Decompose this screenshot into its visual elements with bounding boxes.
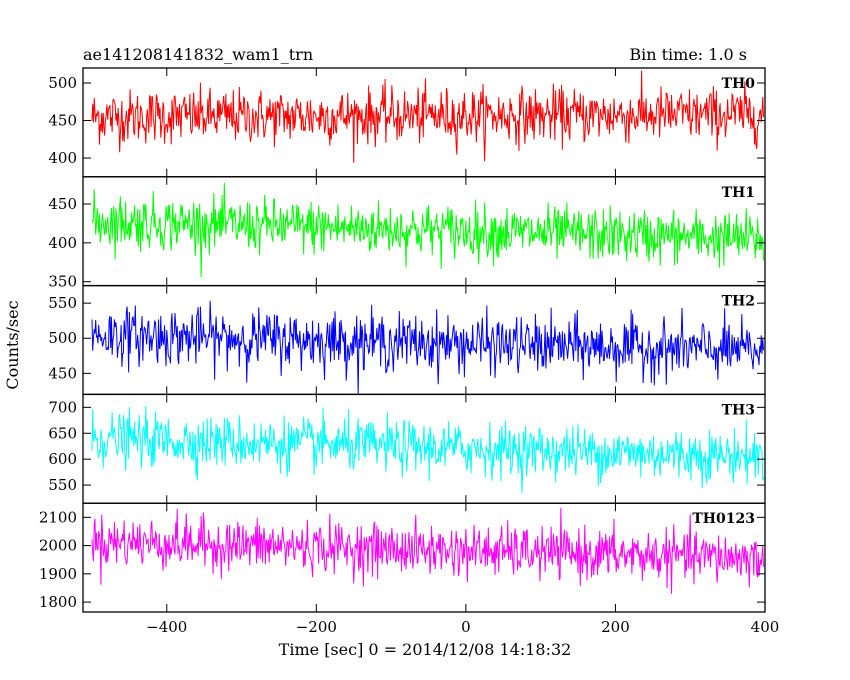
y-tick-label: 450	[48, 195, 77, 213]
y-tick-label: 450	[48, 364, 77, 382]
y-tick-label: 350	[48, 273, 77, 291]
x-tick-label: −400	[146, 618, 187, 636]
panel-th3: 550 600 650 700 TH3	[48, 393, 766, 504]
y-tick-label: 400	[48, 149, 77, 167]
y-tick-label: 700	[48, 398, 77, 416]
x-axis-label: Time [sec] 0 = 2014/12/08 14:18:32	[279, 640, 572, 659]
y-tick-label: 1900	[39, 565, 77, 583]
y-tick-label: 600	[48, 450, 77, 468]
panel-th2: 450 500 550 TH2	[48, 284, 766, 396]
x-tick-label: 200	[601, 618, 630, 636]
y-tick-label: 2000	[39, 537, 77, 555]
series-label-th2: TH2	[722, 294, 755, 310]
y-axis-label: Counts/sec	[3, 300, 22, 389]
y-tick-label: 400	[48, 234, 77, 252]
y-tick-label: 450	[48, 112, 77, 130]
series-label-th3: TH3	[722, 402, 755, 418]
series-label-th0: TH0	[722, 76, 756, 92]
y-tick-label: 550	[48, 294, 77, 312]
panel-th0: 400 450 500 TH0	[48, 67, 766, 178]
panel-frame	[82, 502, 766, 613]
series-line-th0	[91, 70, 764, 163]
bin-time-label: Bin time: 1.0 s	[629, 45, 747, 64]
panel-th0123: 1800 1900 2000 2100 TH0123	[39, 502, 766, 613]
y-tick-label: 550	[48, 476, 77, 494]
series-line-th0123	[91, 507, 764, 594]
chart-title: ae141208141832_wam1_trn	[83, 45, 313, 64]
x-tick-label: 0	[461, 618, 471, 636]
y-tick-label: 500	[48, 74, 77, 92]
series-line-th1	[91, 182, 764, 278]
panels: 400 450 500 TH0 350 400 450 TH1 450 500 550 TH2 550 6…	[39, 67, 766, 613]
y-tick-label: 650	[48, 424, 77, 442]
panel-th1: 350 400 450 TH1	[48, 176, 766, 291]
y-tick-label: 500	[48, 329, 77, 347]
series-line-th3	[91, 405, 764, 494]
series-label-th0123: TH0123	[692, 511, 755, 527]
x-axis-ticks: −400 −200 0 200 400	[146, 618, 779, 636]
y-tick-label: 2100	[39, 508, 77, 526]
series-label-th1: TH1	[722, 185, 755, 201]
x-tick-label: −200	[296, 618, 337, 636]
y-tick-label: 1800	[39, 593, 77, 611]
series-line-th2	[91, 300, 764, 394]
x-tick-label: 400	[751, 618, 780, 636]
